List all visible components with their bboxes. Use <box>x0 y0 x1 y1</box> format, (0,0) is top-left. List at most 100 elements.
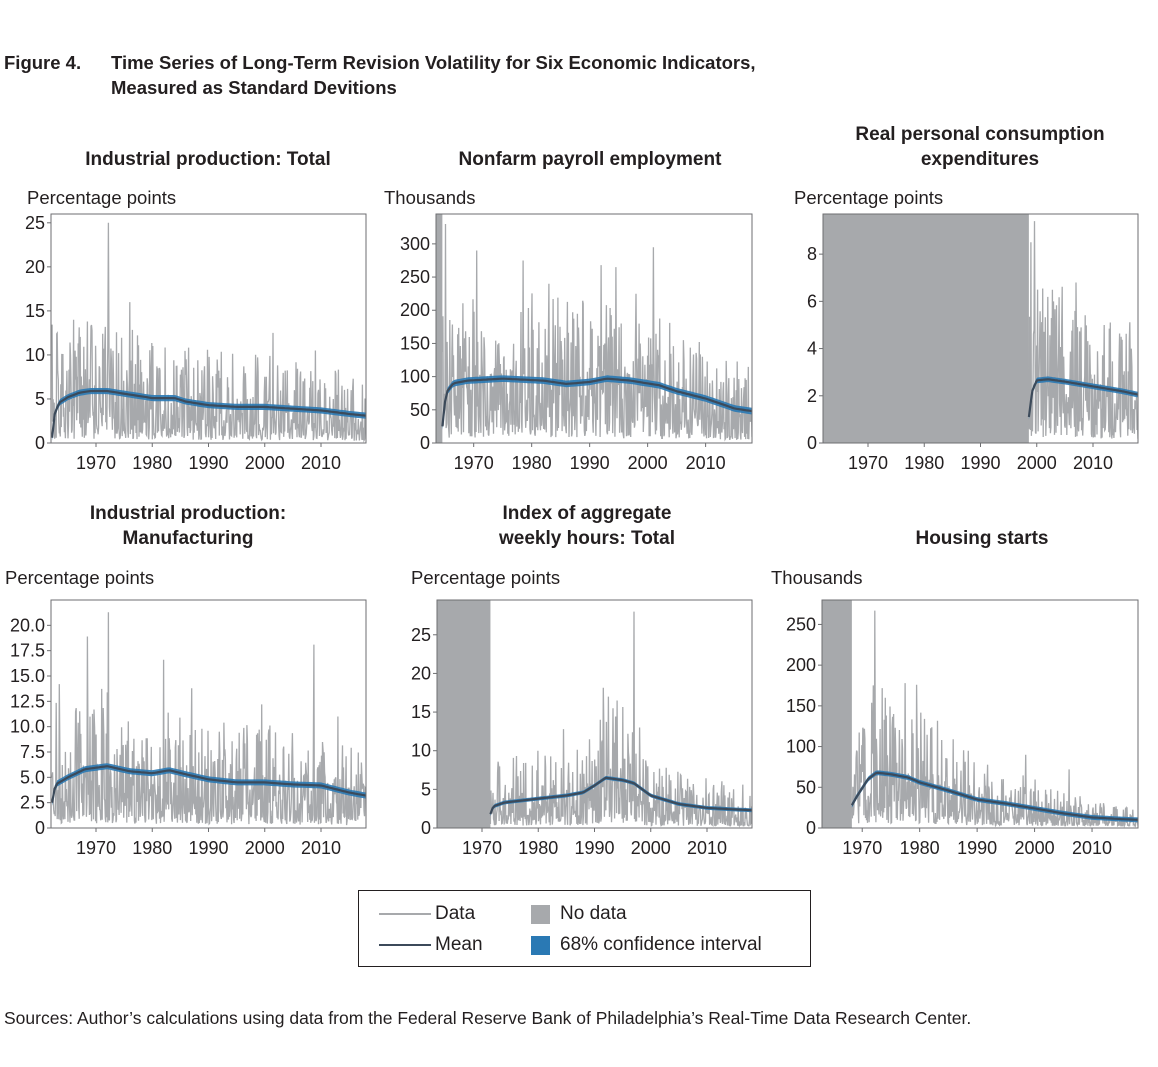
y-tick-label: 200 <box>400 300 430 320</box>
x-tick-label: 2000 <box>631 838 671 858</box>
series-mean-line <box>51 765 366 803</box>
y-tick-label: 2.5 <box>20 793 45 813</box>
series-data-line <box>489 611 752 828</box>
x-tick-label: 2010 <box>301 453 341 473</box>
x-tick-label: 1990 <box>570 453 610 473</box>
x-tick-label: 1970 <box>848 453 888 473</box>
chart-title: Industrial production: <box>90 503 286 524</box>
x-tick-label: 1980 <box>900 838 940 858</box>
y-tick-label: 17.5 <box>10 641 45 661</box>
y-tick-label: 0 <box>806 818 816 838</box>
y-tick-label: 150 <box>400 333 430 353</box>
y-tick-label: 15.0 <box>10 666 45 686</box>
y-tick-label: 5 <box>421 779 431 799</box>
x-tick-label: 1970 <box>454 453 494 473</box>
y-tick-label: 50 <box>410 400 430 420</box>
series-confidence-band <box>442 375 752 430</box>
legend-nodata-label: No data <box>560 903 627 924</box>
plot-area <box>850 610 1138 828</box>
y-axis-unit-label: Thousands <box>771 567 863 588</box>
chart-panel-2: Nonfarm payroll employment Thousands 0 50 10… <box>384 149 753 473</box>
y-tick-label: 100 <box>786 737 816 757</box>
series-confidence-band <box>1028 376 1138 420</box>
y-tick-label: 250 <box>400 267 430 287</box>
legend-data-line-icon <box>379 913 431 915</box>
figure-title-line1: Time Series of Long-Term Revision Volati… <box>111 52 756 73</box>
plot-area <box>1027 221 1138 439</box>
chart-title: Index of aggregate <box>503 503 672 524</box>
legend-mean-label: Mean <box>435 934 483 955</box>
legend-item-ci: 68% confidence interval <box>531 934 762 956</box>
y-tick-label: 2 <box>807 386 817 406</box>
y-tick-label: 10 <box>25 345 45 365</box>
y-tick-label: 25 <box>411 625 431 645</box>
x-tick-label: 1970 <box>462 838 502 858</box>
figure-number: Figure 4. <box>4 52 82 73</box>
x-tick-label: 2000 <box>1017 453 1057 473</box>
plot-area <box>51 222 366 443</box>
y-tick-label: 0 <box>420 433 430 453</box>
y-tick-label: 0 <box>35 818 45 838</box>
series-mean-line <box>441 377 752 427</box>
y-tick-label: 20 <box>411 663 431 683</box>
chart-panel-5: Index of aggregate weekly hours: Total Per… <box>411 503 753 858</box>
figure-title-line2: Measured as Standard Devitions <box>111 77 397 98</box>
y-tick-label: 15 <box>411 702 431 722</box>
y-axis-unit-label: Thousands <box>384 187 476 208</box>
chart-title: Housing starts <box>915 528 1048 549</box>
x-tick-label: 2010 <box>687 838 727 858</box>
y-axis-unit-label: Percentage points <box>5 567 154 588</box>
plot-area <box>489 611 752 828</box>
x-tick-label: 2000 <box>245 453 285 473</box>
series-mean-line <box>850 771 1138 821</box>
series-data-line <box>51 222 366 443</box>
x-tick-label: 1980 <box>904 453 944 473</box>
legend-item-nodata: No data <box>531 903 627 925</box>
y-tick-label: 100 <box>400 367 430 387</box>
sources-note: Sources: Author’s calculations using dat… <box>4 1008 972 1028</box>
y-tick-label: 0 <box>421 818 431 838</box>
y-tick-label: 0 <box>807 433 817 453</box>
plot-frame <box>435 213 753 444</box>
legend-mean-line-icon <box>379 944 431 946</box>
x-tick-label: 1990 <box>960 453 1000 473</box>
y-tick-label: 8 <box>807 244 817 264</box>
x-tick-label: 1980 <box>132 453 172 473</box>
x-tick-label: 1970 <box>76 453 116 473</box>
y-tick-label: 50 <box>796 777 816 797</box>
y-tick-label: 200 <box>786 655 816 675</box>
x-tick-label: 2010 <box>686 453 726 473</box>
x-tick-label: 2010 <box>1072 838 1112 858</box>
x-tick-label: 1980 <box>518 838 558 858</box>
plot-frame <box>821 599 1139 829</box>
y-tick-label: 4 <box>807 339 817 359</box>
y-axis-unit-label: Percentage points <box>794 187 943 208</box>
y-tick-label: 25 <box>25 213 45 233</box>
no-data-region <box>822 600 852 828</box>
y-axis-unit-label: Percentage points <box>27 187 176 208</box>
chart-title: Industrial production: Total <box>85 149 331 170</box>
y-tick-label: 0 <box>35 433 45 453</box>
series-mean-line <box>1027 378 1138 418</box>
chart-grid: Industrial production: Total Percentage p… <box>5 124 1139 858</box>
y-tick-label: 5.0 <box>20 767 45 787</box>
chart-title: Nonfarm payroll employment <box>459 149 723 170</box>
series-data-line <box>1028 221 1138 439</box>
no-data-region <box>823 214 1029 443</box>
plot-area <box>441 223 752 442</box>
x-tick-label: 1970 <box>842 838 882 858</box>
chart-title: Manufacturing <box>123 528 254 549</box>
plot-area <box>51 612 366 826</box>
series-mean-line <box>489 776 752 815</box>
y-tick-label: 5 <box>35 389 45 409</box>
x-tick-label: 1990 <box>188 453 228 473</box>
chart-title: weekly hours: Total <box>498 528 675 549</box>
x-tick-label: 1980 <box>512 453 552 473</box>
no-data-region <box>437 600 491 828</box>
legend: Data No data Mean 68% confidence interva… <box>358 890 811 967</box>
y-tick-label: 10 <box>411 741 431 761</box>
chart-title: Real personal consumption <box>855 124 1104 145</box>
series-data-line <box>51 612 366 826</box>
no-data-region <box>436 214 443 443</box>
legend-nodata-swatch-icon <box>531 904 550 924</box>
